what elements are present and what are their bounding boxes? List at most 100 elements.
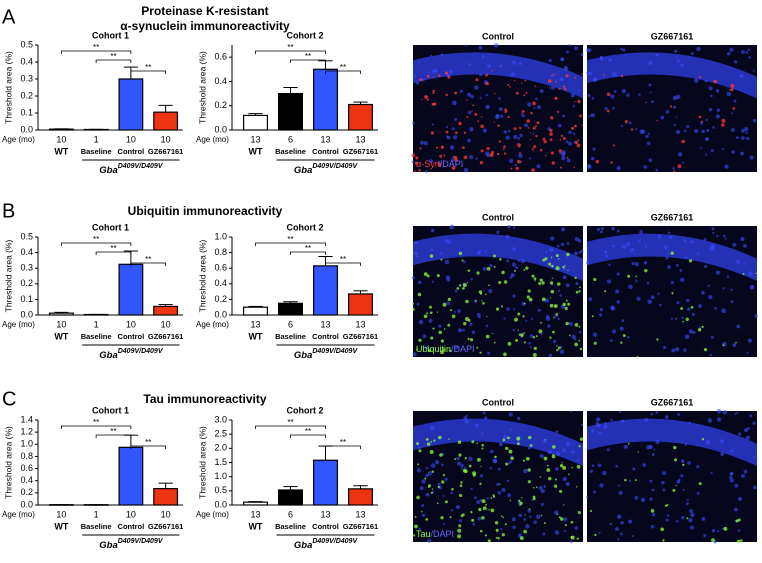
nucleus [476,500,481,505]
category-label: Baseline [81,522,112,531]
stain-spot [554,305,557,308]
nucleus [486,351,491,355]
y-tick-label: 0.2 [214,294,227,304]
nucleus [505,135,510,140]
nucleus [523,468,528,474]
nucleus [648,83,652,87]
nucleus [729,478,734,483]
nucleus [722,148,725,151]
nucleus [457,328,463,333]
stain-spot [480,124,484,129]
stain-spot [480,116,483,118]
stain-spot [528,508,531,510]
stain-spot [574,76,576,79]
stain-spot [562,265,565,269]
nucleus [617,538,620,541]
y-tick-label: 1.5 [214,457,227,467]
nucleus [734,60,738,64]
nucleus [412,352,417,357]
nucleus [744,428,748,433]
nucleus [452,100,457,106]
stain-spot [735,519,739,523]
nucleus [743,243,747,248]
nucleus [498,107,503,112]
group-label-main: Gba [99,540,117,551]
stain-spot [554,96,558,100]
stain-spot [711,538,715,543]
stain-spot [579,347,583,351]
stain-spot [441,480,445,484]
stain-spot [426,98,430,101]
nucleus [684,443,688,446]
stain-spot [495,528,499,532]
nucleus [692,330,696,334]
stain-spot [528,435,532,440]
nucleus [457,309,461,313]
significance-label: ** [305,244,311,253]
stain-spot [579,114,582,118]
stain-spot [458,524,462,528]
nucleus [430,425,435,430]
nucleus [592,332,598,337]
nucleus [489,467,493,470]
age-label: 13 [320,134,330,144]
age-label: 10 [126,134,136,144]
nucleus [536,514,541,520]
stain-spot [491,69,493,72]
stain-spot [440,516,444,520]
y-tick-label: 0.0 [214,124,227,134]
stain-spot [566,252,570,257]
nucleus [556,244,560,248]
stain-spot [550,116,554,120]
nucleus [696,465,700,469]
stain-spot [463,155,468,160]
nucleus [671,348,676,353]
stain-spot [488,509,490,511]
nucleus [566,158,571,163]
stain-spot [497,124,500,127]
nucleus [620,47,623,51]
nucleus [559,294,562,297]
nucleus [646,281,650,285]
stain-label-part: α-Syn [416,159,440,169]
nucleus [515,266,519,270]
nucleus [575,282,579,286]
nucleus [663,245,668,250]
nucleus [722,287,725,290]
nucleus [628,519,633,524]
stain-spot [489,153,494,157]
nucleus [560,242,565,247]
stain-spot [565,74,569,78]
nucleus [475,157,478,160]
nucleus [482,411,486,415]
nucleus [554,530,560,535]
significance-label: ** [340,255,346,264]
stain-spot [426,442,431,446]
stain-spot [575,290,579,294]
nucleus [413,75,416,78]
nucleus [634,495,639,500]
nucleus [664,415,669,419]
nucleus [696,46,701,52]
stain-spot [669,105,673,108]
y-axis-label: Threshold area (%) [3,51,13,124]
stain-spot [519,501,523,505]
nucleus [460,463,464,468]
nucleus [517,416,521,421]
stain-spot [541,281,545,285]
nucleus [651,100,654,104]
stain-spot [503,280,508,284]
nucleus [568,321,573,326]
stain-spot [523,269,526,271]
stain-spot [454,131,458,135]
y-tick-label: 1.0 [214,471,227,481]
stain-spot [513,79,516,82]
nucleus [569,540,573,544]
nucleus [628,121,632,125]
stain-spot [673,445,677,450]
nucleus [539,454,544,459]
nucleus [505,234,510,239]
stain-spot [755,272,758,275]
nucleus [453,310,456,313]
